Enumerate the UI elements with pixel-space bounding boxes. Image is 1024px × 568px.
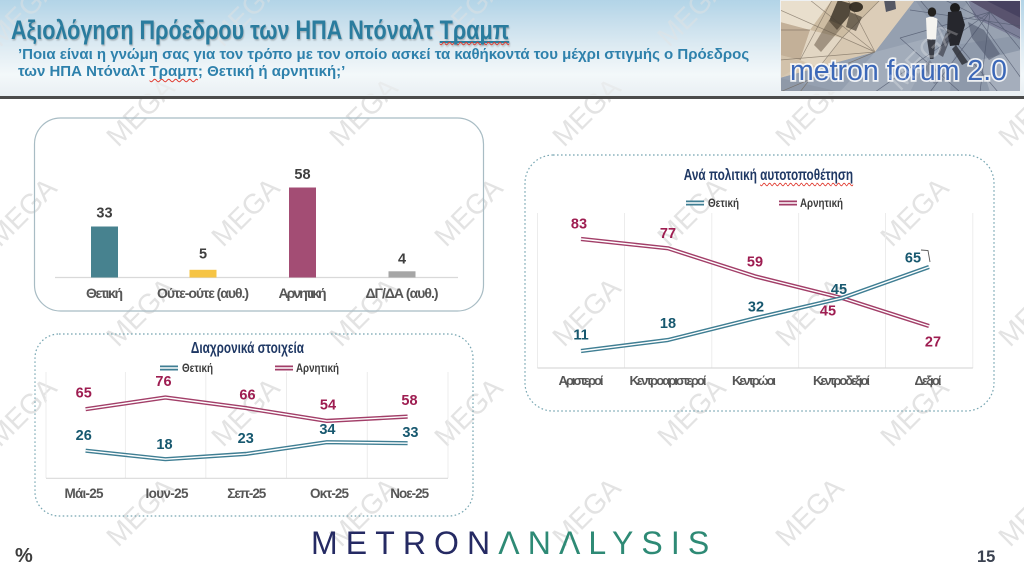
svg-text:18: 18 [156, 437, 172, 453]
svg-text:5: 5 [199, 247, 207, 263]
svg-text:Νοε-25: Νοε-25 [390, 486, 429, 501]
svg-text:32: 32 [748, 300, 764, 316]
svg-text:23: 23 [238, 431, 254, 447]
svg-text:34: 34 [319, 422, 335, 438]
svg-text:45: 45 [831, 282, 847, 298]
svg-text:58: 58 [294, 167, 310, 183]
svg-text:Σεπ-25: Σεπ-25 [227, 486, 266, 501]
svg-text:Κεντρώοι: Κεντρώοι [732, 373, 776, 388]
svg-text:59: 59 [747, 255, 763, 271]
svg-text:Αριστεροί: Αριστεροί [559, 373, 604, 388]
svg-text:77: 77 [660, 226, 676, 242]
svg-text:Κεντροδεξιοί: Κεντροδεξιοί [813, 373, 870, 388]
svg-text:18: 18 [660, 316, 676, 332]
svg-text:45: 45 [820, 304, 836, 320]
svg-text:Θετική: Θετική [86, 285, 123, 301]
svg-text:ΔΓ/ΔΑ (αυθ.): ΔΓ/ΔΑ (αυθ.) [366, 285, 439, 301]
svg-text:11: 11 [573, 328, 588, 344]
svg-text:metron forum 2.0: metron forum 2.0 [790, 55, 1007, 87]
svg-text:58: 58 [401, 393, 417, 409]
svg-text:Κεντροαριστεροί: Κεντροαριστεροί [630, 373, 707, 388]
svg-text:65: 65 [905, 251, 921, 267]
svg-text:66: 66 [239, 388, 255, 404]
svg-text:Θετική: Θετική [182, 361, 213, 375]
svg-text:83: 83 [571, 217, 587, 233]
svg-text:Αρνητική: Αρνητική [296, 361, 339, 375]
svg-text:65: 65 [76, 386, 92, 402]
svg-text:27: 27 [925, 335, 941, 351]
svg-text:Αρνητική: Αρνητική [279, 285, 327, 301]
svg-text:Δεξιοί: Δεξιοί [915, 373, 942, 388]
svg-text:Αρνητική: Αρνητική [800, 196, 843, 210]
svg-text:Μάι-25: Μάι-25 [65, 486, 104, 501]
svg-text:Θετική: Θετική [708, 196, 739, 210]
svg-text:54: 54 [320, 398, 336, 414]
svg-text:26: 26 [76, 428, 92, 444]
svg-text:4: 4 [398, 252, 406, 268]
svg-text:Ιουν-25: Ιουν-25 [146, 486, 189, 501]
svg-text:76: 76 [155, 374, 171, 390]
svg-text:33: 33 [402, 425, 418, 441]
svg-text:33: 33 [96, 206, 112, 222]
svg-text:Οκτ-25: Οκτ-25 [310, 486, 349, 501]
svg-text:Ούτε-ούτε (αυθ.): Ούτε-ούτε (αυθ.) [157, 285, 249, 301]
